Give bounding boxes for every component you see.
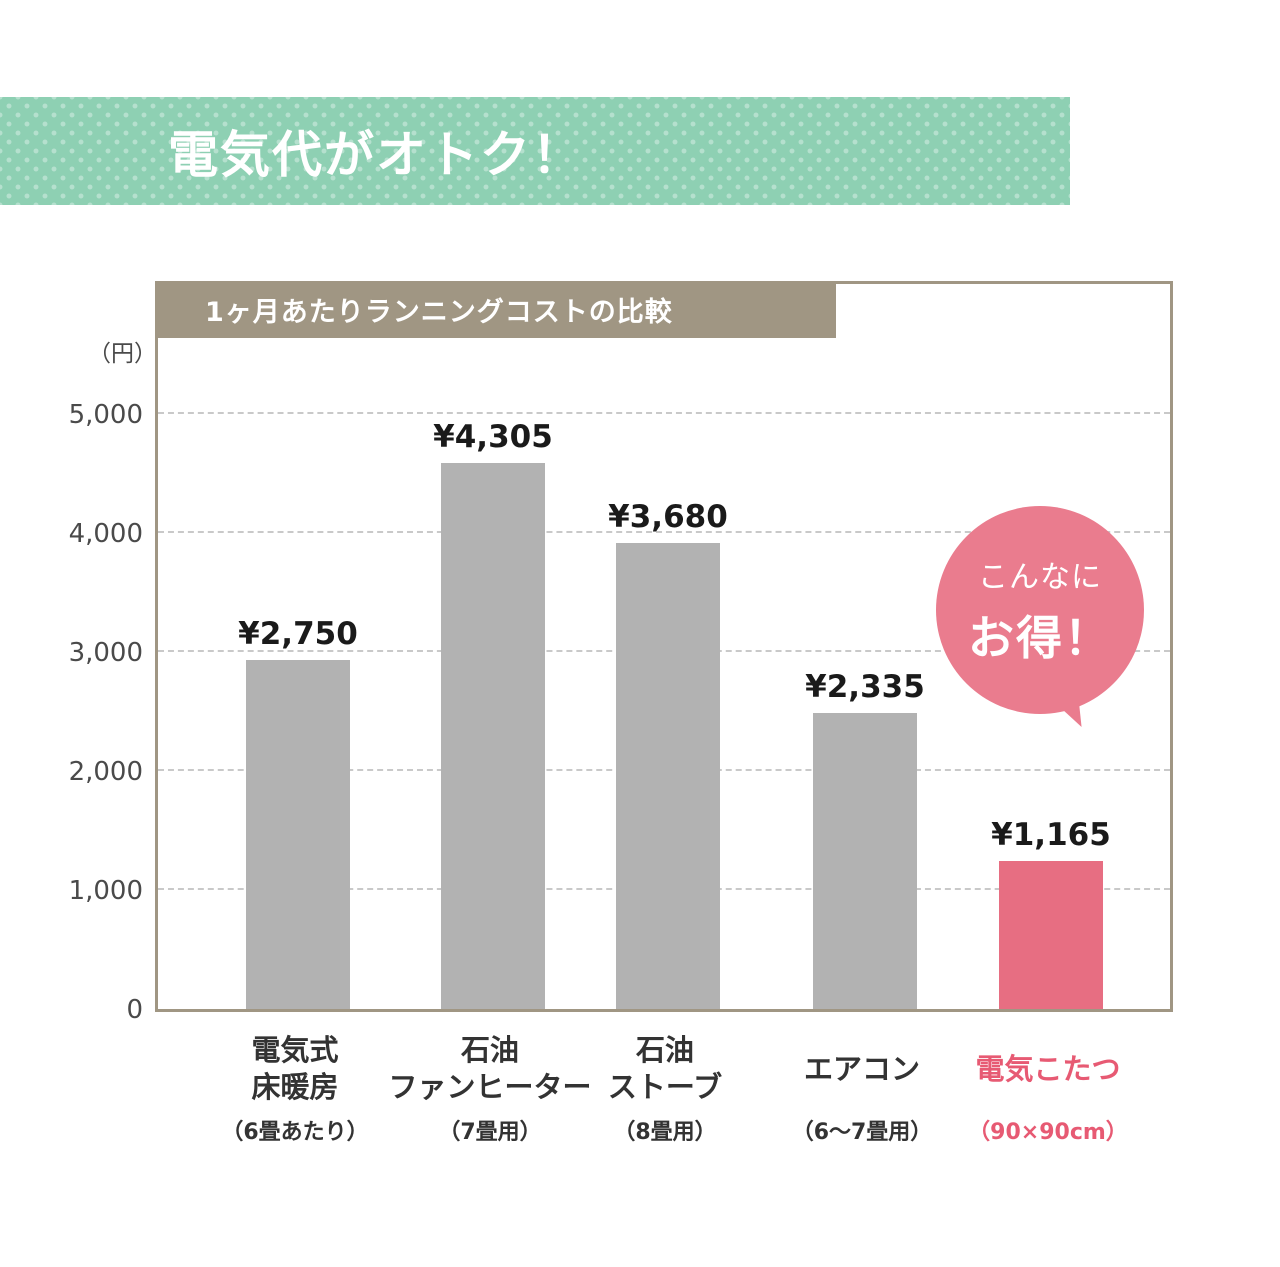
category-label: 石油 ストーブ （8畳用）	[550, 1030, 780, 1146]
bar-value-label: ¥4,305	[433, 419, 553, 456]
x-axis-labels: 電気式 床暖房 （6畳あたり） 石油 ファンヒーター （7畳用） 石油 ストーブ （8畳用） エア…	[155, 1030, 1173, 1170]
y-tick-label: 4,000	[68, 519, 143, 549]
bubble-text-line1: こんなに	[978, 560, 1102, 595]
category-label-main: 電気こたつ	[975, 1051, 1121, 1086]
y-tick-label: 3,000	[68, 638, 143, 668]
category-sublabel: （8畳用）	[613, 1120, 717, 1145]
category-label: エアコン （6～7畳用）	[747, 1030, 977, 1146]
plot-area: ¥2,750 ¥4,305 ¥3,680 ¥2,335 ¥1,165	[158, 284, 1170, 1009]
bar-value-label: ¥1,165	[991, 817, 1111, 854]
bubble-text-line2: お得！	[968, 611, 1112, 665]
category-label-main: 石油 ファンヒーター	[388, 1033, 592, 1104]
y-tick-label: 2,000	[68, 757, 143, 787]
bar	[813, 713, 917, 1009]
category-sublabel: （7畳用）	[438, 1120, 542, 1145]
gridline	[158, 412, 1170, 414]
y-tick-label: 1,000	[68, 876, 143, 906]
chart-title: 1ヶ月あたりランニングコストの比較	[155, 281, 836, 338]
bar-highlight	[999, 861, 1103, 1009]
y-tick-label: 5,000	[68, 400, 143, 430]
category-sublabel: （90×90cm）	[968, 1120, 1128, 1145]
speech-bubble-circle: こんなに お得！	[936, 506, 1144, 714]
bar-value-label: ¥2,335	[805, 669, 925, 706]
category-label: 石油 ファンヒーター （7畳用）	[375, 1030, 605, 1146]
bar-value-label: ¥3,680	[608, 498, 728, 535]
category-label-main: 石油 ストーブ	[607, 1033, 723, 1104]
category-label: 電気こたつ （90×90cm）	[933, 1030, 1163, 1146]
banner: 電気代がオトク！	[0, 97, 1070, 205]
y-axis: 0 1,000 2,000 3,000 4,000 5,000	[40, 281, 143, 1024]
category-sublabel: （6～7畳用）	[791, 1120, 933, 1145]
category-label: 電気式 床暖房 （6畳あたり）	[180, 1030, 410, 1146]
category-label-main: エアコン	[803, 1051, 920, 1086]
y-axis-unit-label: （円）	[88, 341, 157, 367]
bar	[441, 463, 545, 1009]
savings-bubble: こんなに お得！	[936, 506, 1144, 735]
bar	[616, 542, 720, 1009]
category-sublabel: （6畳あたり）	[221, 1120, 369, 1145]
banner-title: 電気代がオトク！	[168, 126, 584, 184]
y-tick-label: 0	[126, 995, 143, 1025]
bar	[246, 660, 350, 1009]
category-label-main: 電気式 床暖房	[251, 1033, 339, 1104]
gridline	[158, 531, 1170, 533]
bar-value-label: ¥2,750	[238, 616, 358, 653]
